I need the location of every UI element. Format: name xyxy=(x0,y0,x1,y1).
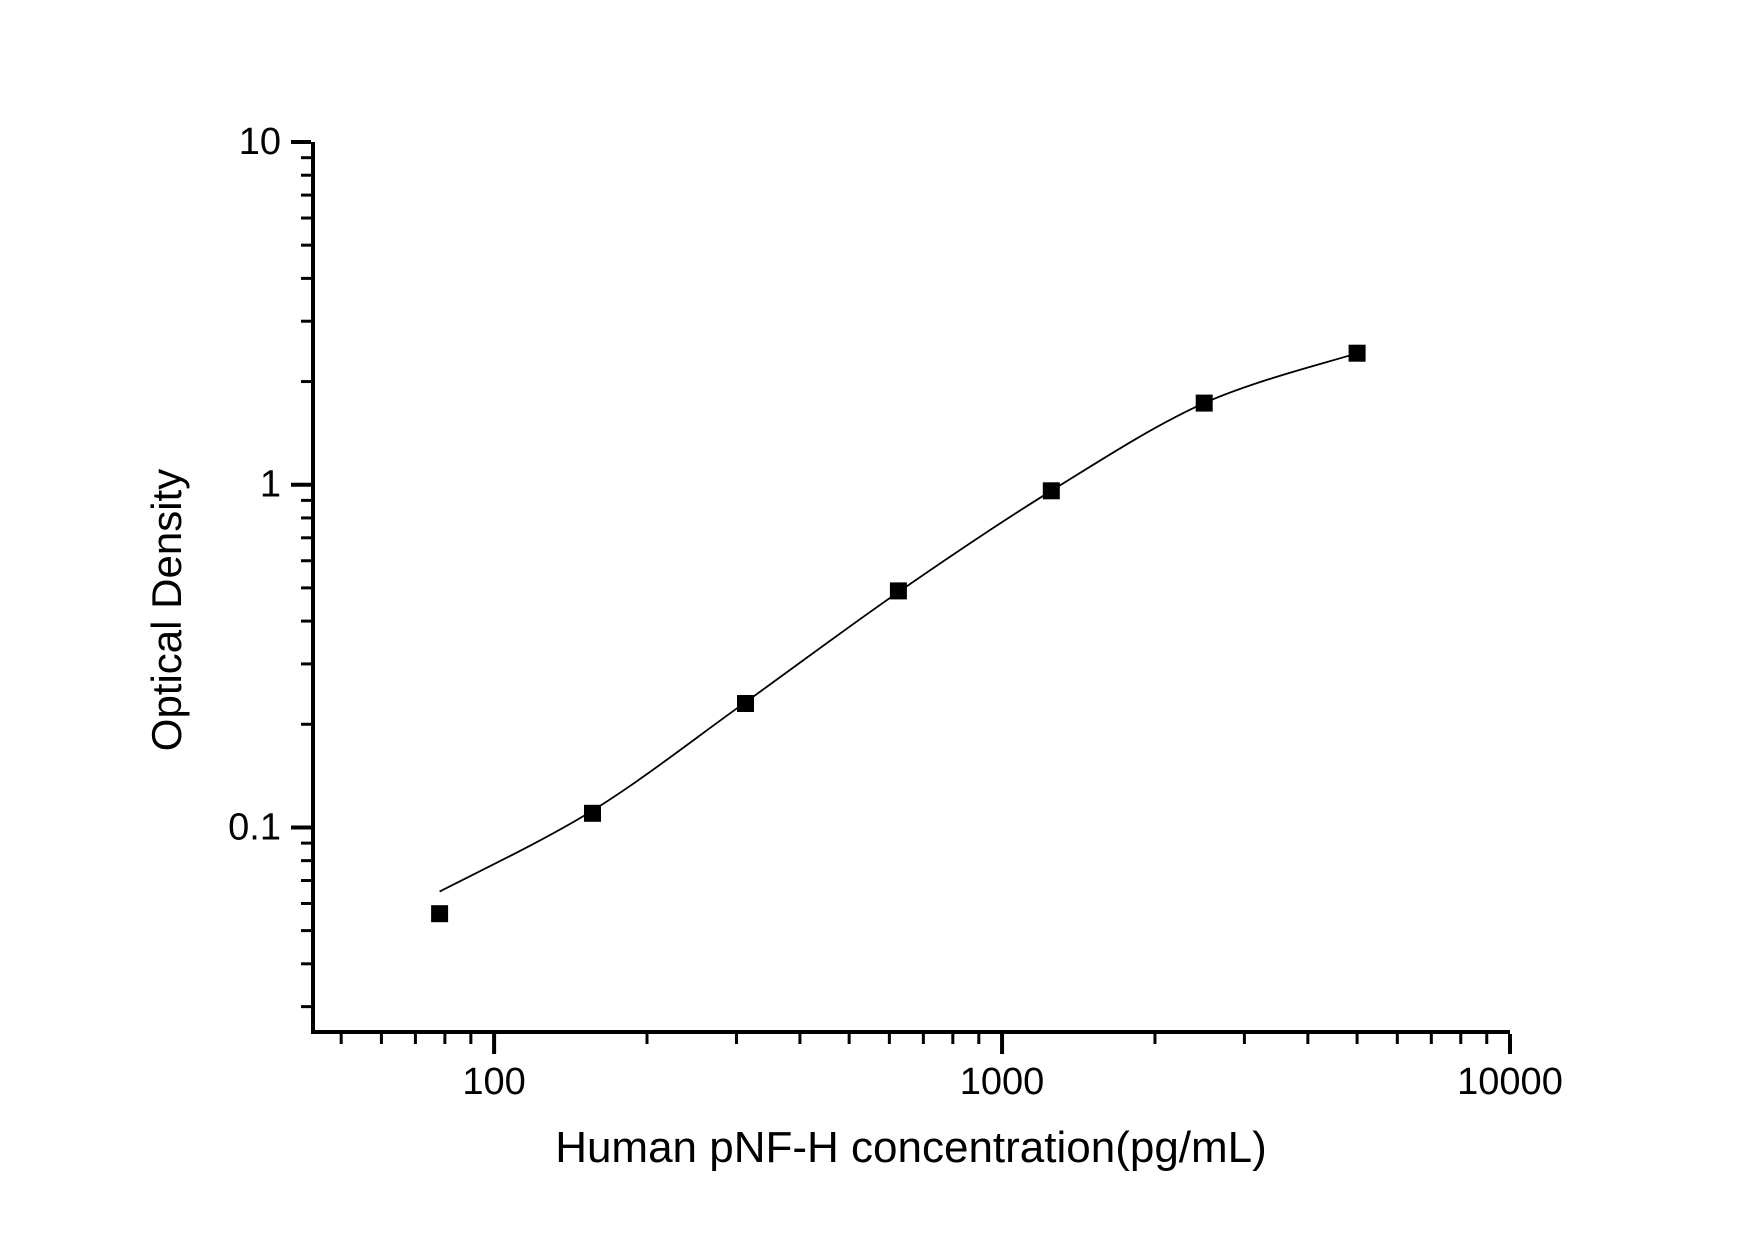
data-point-marker xyxy=(1195,394,1213,412)
y-tick-label: 0.1 xyxy=(228,806,281,848)
y-tick-label: 10 xyxy=(239,121,281,163)
data-point-marker xyxy=(737,695,754,712)
axes-layer xyxy=(311,142,1510,1034)
x-tick-label: 10000 xyxy=(1457,1061,1563,1103)
axis-frame xyxy=(311,142,1510,1034)
fit-curve xyxy=(439,352,1358,893)
data-points-layer xyxy=(431,344,1366,923)
y-axis-title: Optical Density xyxy=(143,469,190,751)
data-point-marker xyxy=(1042,482,1060,500)
y-tick-label: 1 xyxy=(260,464,281,506)
x-tick-label: 1000 xyxy=(960,1061,1045,1103)
data-point-marker xyxy=(584,804,601,822)
data-point-marker xyxy=(889,582,907,600)
ticks-layer xyxy=(291,140,1512,1054)
x-axis-title: Human pNF-H concentration(pg/mL) xyxy=(555,1123,1267,1172)
fit-curve-layer xyxy=(439,352,1358,893)
data-point-marker xyxy=(431,905,449,923)
x-tick-label: 100 xyxy=(462,1061,525,1103)
tick-labels-layer: 100 1000 10000 0.1 1 10 xyxy=(228,121,1563,1103)
data-point-marker xyxy=(1348,344,1366,362)
